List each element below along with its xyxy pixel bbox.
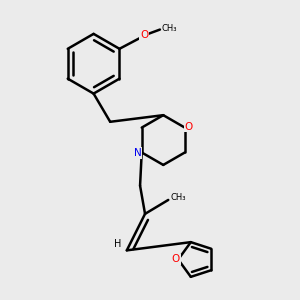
Text: N: N [134,148,142,158]
Text: CH₃: CH₃ [162,24,177,33]
Text: CH₃: CH₃ [171,193,186,202]
Text: O: O [140,30,148,40]
Text: O: O [185,122,193,132]
Text: H: H [114,239,121,249]
Text: O: O [171,254,180,265]
